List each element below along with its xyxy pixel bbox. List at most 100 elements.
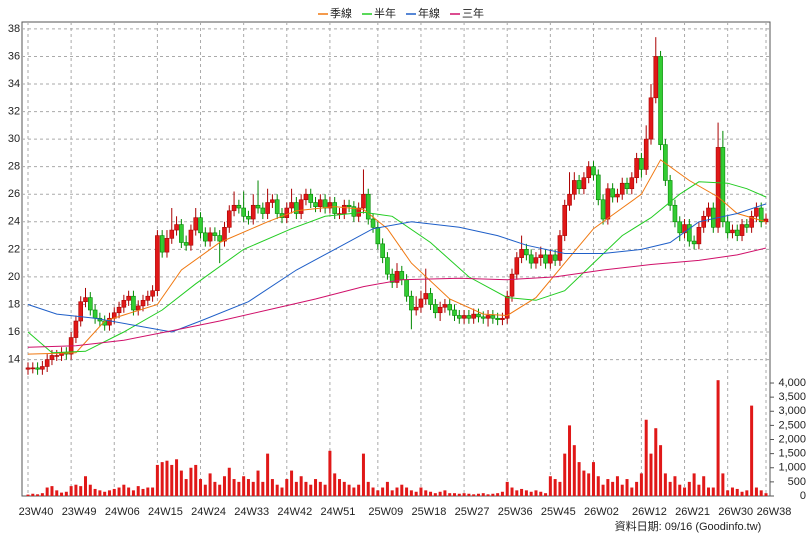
candle-body bbox=[490, 315, 496, 319]
volume-bar bbox=[246, 479, 250, 496]
candle-body bbox=[289, 202, 294, 209]
volume-bar bbox=[237, 481, 241, 496]
volume-bar bbox=[654, 428, 658, 496]
volume-bar bbox=[131, 490, 135, 496]
volume-bar bbox=[577, 462, 581, 496]
y-tick-label: 28 bbox=[8, 161, 20, 173]
candle-body bbox=[667, 180, 673, 206]
volume-bar bbox=[591, 462, 595, 496]
moving-average-line bbox=[27, 159, 767, 355]
candle-body bbox=[504, 295, 510, 319]
volume-bar bbox=[146, 487, 150, 496]
candle-body bbox=[576, 180, 582, 190]
candle-body bbox=[734, 229, 740, 236]
candle-body bbox=[562, 204, 568, 236]
volume-bar bbox=[232, 479, 236, 496]
candle-body bbox=[236, 204, 242, 209]
candle-body bbox=[270, 199, 275, 203]
candle-body bbox=[548, 254, 553, 264]
candle-body bbox=[471, 313, 476, 319]
candle-body bbox=[437, 306, 443, 314]
volume-bar bbox=[687, 481, 691, 496]
candle-body bbox=[428, 293, 433, 305]
volume-bar bbox=[500, 491, 504, 496]
volume-bar bbox=[601, 484, 605, 496]
volume-bar bbox=[750, 405, 754, 496]
candle-body bbox=[543, 254, 548, 264]
volume-bar bbox=[563, 453, 567, 496]
volume-bar bbox=[702, 476, 706, 496]
volume-bar bbox=[697, 484, 701, 496]
volume-bar bbox=[256, 470, 260, 496]
volume-bar bbox=[208, 473, 212, 496]
volume-bar bbox=[462, 493, 466, 496]
candle-body bbox=[318, 199, 323, 207]
moving-average-line bbox=[27, 181, 767, 354]
x-tick-label: 24W15 bbox=[148, 506, 183, 518]
volume-bar bbox=[520, 488, 524, 496]
volume-bar bbox=[64, 491, 68, 496]
candle-body bbox=[658, 56, 663, 145]
volume-bar bbox=[606, 479, 610, 496]
volume-bar bbox=[625, 479, 629, 496]
volume-bar bbox=[36, 494, 40, 496]
volume-bar bbox=[438, 491, 442, 496]
candle-body bbox=[485, 315, 491, 319]
candle-body bbox=[495, 317, 500, 320]
candle-body bbox=[351, 206, 357, 217]
candle-body bbox=[572, 180, 577, 195]
volume-bar bbox=[69, 486, 73, 496]
x-tick-label: 23W40 bbox=[19, 506, 54, 518]
candle-body bbox=[404, 279, 409, 297]
volume-bar bbox=[107, 490, 111, 496]
candle-body bbox=[250, 204, 256, 220]
volume-bar bbox=[740, 491, 744, 496]
candle-body bbox=[567, 193, 572, 206]
candle-body bbox=[672, 204, 678, 223]
candle-body bbox=[480, 316, 486, 319]
volume-bar bbox=[726, 490, 730, 496]
volume-bar bbox=[170, 464, 174, 496]
volume-tick-label: 4,000 bbox=[778, 377, 806, 389]
footer: 資料日期: 09/16 (Goodinfo.tw) bbox=[615, 519, 762, 533]
candle-body bbox=[634, 158, 639, 179]
volume-bar bbox=[213, 481, 217, 496]
volume-bar bbox=[136, 486, 140, 496]
volume-bar bbox=[668, 481, 672, 496]
candle-body bbox=[78, 301, 84, 322]
volume-bar bbox=[194, 464, 198, 496]
candle-body bbox=[461, 315, 467, 319]
volume-tick-label: 3,000 bbox=[778, 405, 806, 417]
candle-body bbox=[255, 204, 261, 209]
volume-bar bbox=[730, 487, 734, 496]
volume-bar bbox=[630, 487, 634, 496]
legend-label: 季線 bbox=[330, 6, 352, 20]
volume-bar bbox=[587, 473, 591, 496]
candle-body bbox=[452, 309, 457, 316]
volume-bar bbox=[290, 470, 294, 496]
candle-body bbox=[466, 315, 472, 319]
candle-body bbox=[298, 199, 304, 214]
volume-tick-label: 3,500 bbox=[778, 391, 806, 403]
volume-bar bbox=[390, 490, 394, 496]
candle-body bbox=[54, 355, 60, 357]
x-tick-label: 24W42 bbox=[277, 506, 312, 518]
volume-bar bbox=[659, 445, 663, 496]
volume-bar bbox=[424, 490, 428, 496]
candle-body bbox=[217, 235, 222, 242]
candle-body bbox=[447, 304, 453, 311]
candle-body bbox=[116, 306, 122, 314]
candle-body bbox=[40, 366, 45, 370]
volume-bar bbox=[294, 481, 298, 496]
volume-bar bbox=[678, 484, 682, 496]
candle-body bbox=[476, 313, 481, 318]
candle-body bbox=[624, 182, 630, 190]
candle-body bbox=[528, 254, 534, 264]
candle-body bbox=[433, 304, 438, 314]
candle-body bbox=[557, 235, 563, 261]
volume-bar bbox=[635, 481, 639, 496]
candle-body bbox=[327, 202, 333, 209]
volume-bar bbox=[122, 484, 126, 496]
volume-bar bbox=[84, 476, 88, 496]
candle-body bbox=[653, 56, 659, 99]
